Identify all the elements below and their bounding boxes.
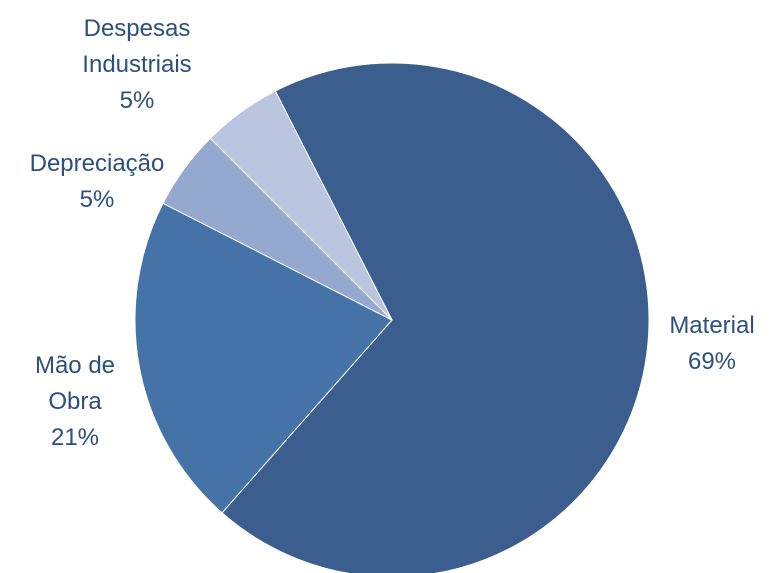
slice-label: Despesas Industriais 5% [82, 15, 191, 114]
slice-name-label: Obra [48, 388, 102, 415]
slice-label: Material 69% [669, 312, 754, 375]
slice-name-label: Industriais [82, 51, 191, 78]
pie-slice [221, 62, 650, 573]
slice-name-label: Mão de [35, 352, 115, 379]
slice-value-label: 5% [120, 87, 155, 114]
slice-name-label: Material [669, 312, 754, 339]
slice-value-label: 69% [688, 348, 736, 375]
pie-labels: Material 69%Mão de Obra 21%Depreciação 5%Des… [30, 15, 755, 451]
slice-value-label: 5% [80, 186, 115, 213]
slice-value-label: 21% [51, 424, 99, 451]
pie-slice [209, 90, 393, 321]
pie-slices [134, 62, 650, 573]
pie-slice [134, 202, 393, 514]
slice-name-label: Despesas [84, 15, 191, 42]
slice-label: Depreciação 5% [30, 150, 165, 213]
slice-label: Mão de Obra 21% [35, 352, 115, 451]
slice-name-label: Depreciação [30, 150, 165, 177]
